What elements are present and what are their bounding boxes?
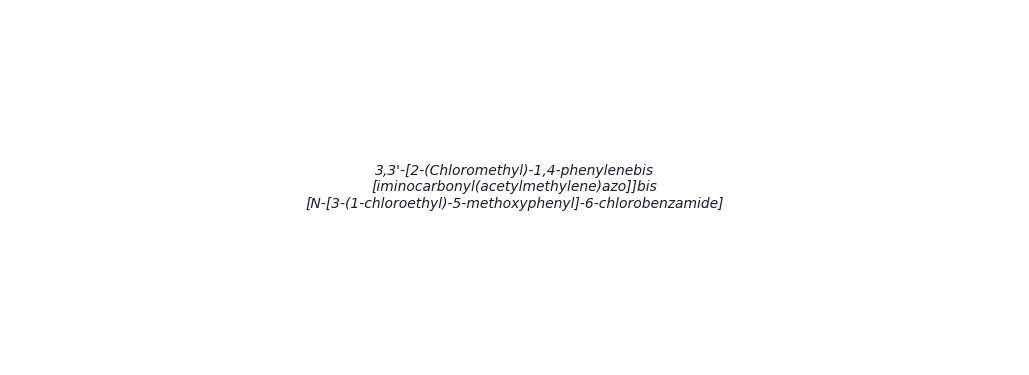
Text: 3,3'-[2-(Chloromethyl)-1,4-phenylenebis
[iminocarbonyl(acetylmethylene)azo]]bis
: 3,3'-[2-(Chloromethyl)-1,4-phenylenebis … [306, 164, 723, 211]
